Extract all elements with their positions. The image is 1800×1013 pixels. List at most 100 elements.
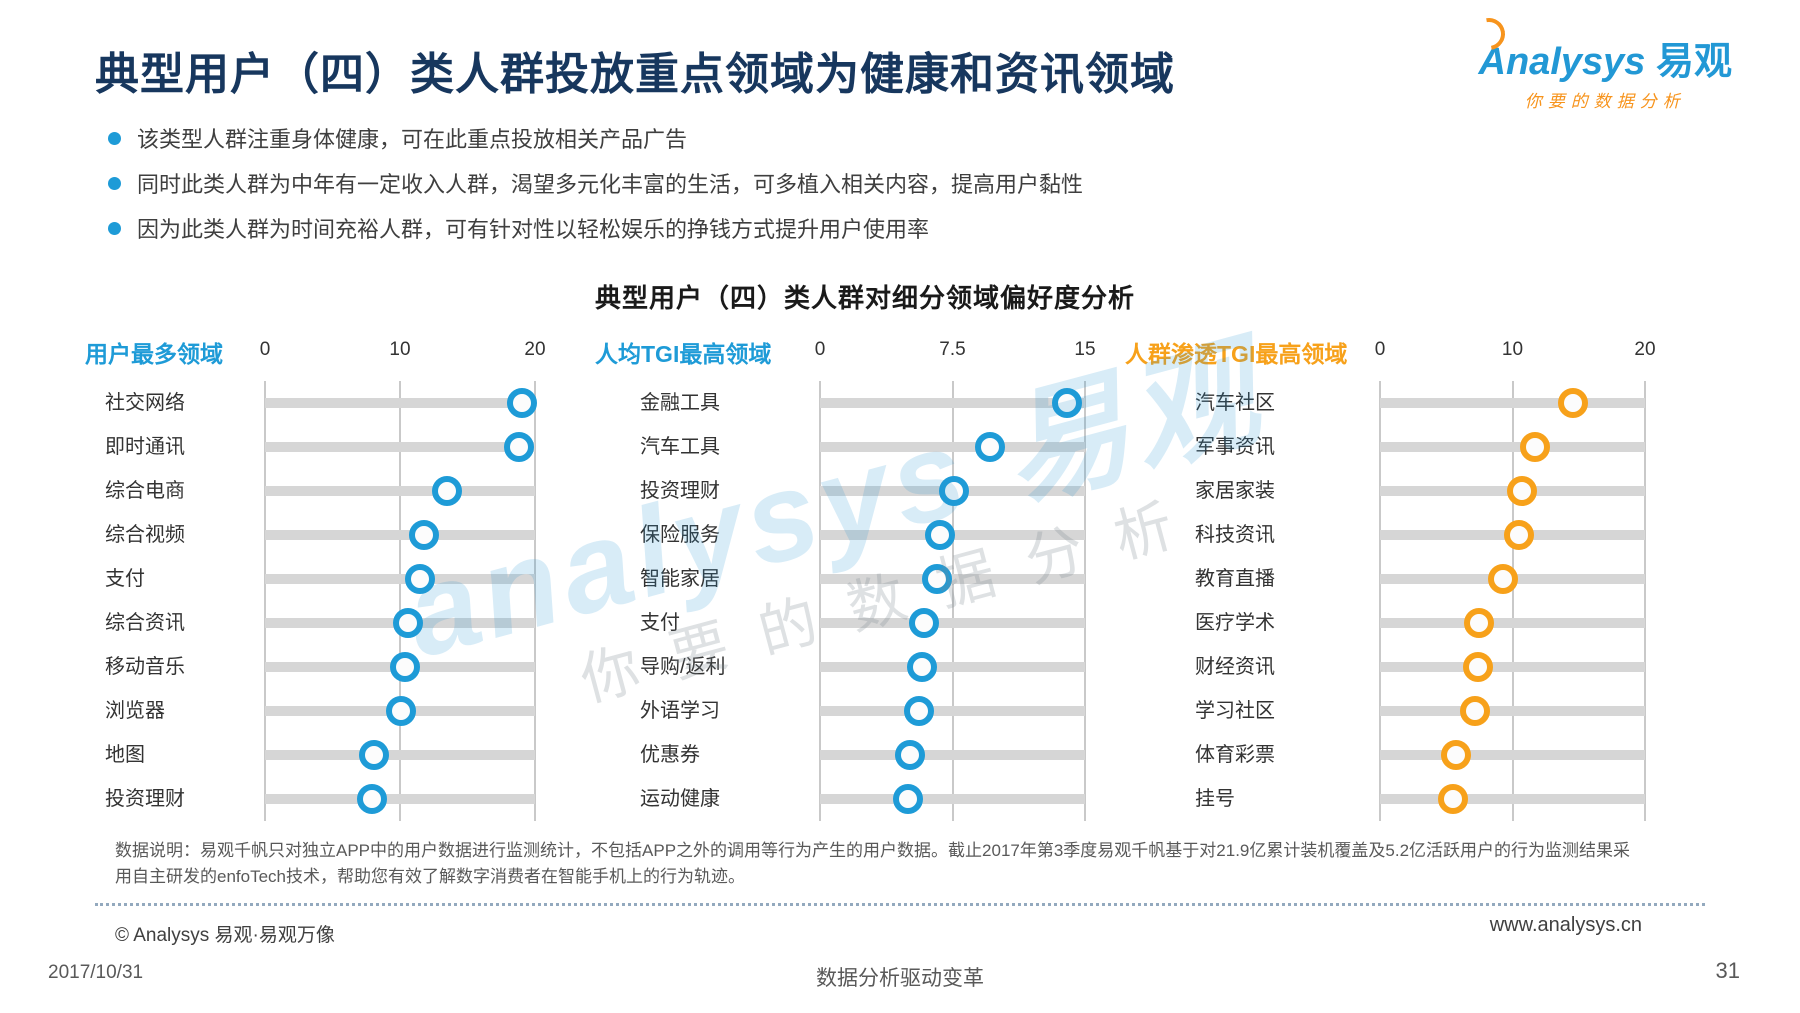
row-track (265, 398, 535, 408)
panel-body: 社交网络 即时通讯 综合电商 综合视频 支付 综合资讯 移动音乐 浏览器 地图 投资理财 (85, 381, 537, 821)
row-track (1380, 398, 1645, 408)
category-label: 财经资讯 (1195, 656, 1275, 678)
gridline (534, 381, 536, 821)
chart-row (265, 601, 535, 645)
category-labels: 社交网络 即时通讯 综合电商 综合视频 支付 综合资讯 移动音乐 浏览器 地图 投资理财 (85, 381, 265, 821)
logo-brand-en: Analysys (1478, 41, 1646, 83)
row-track (820, 398, 1085, 408)
row-track (820, 662, 1085, 672)
axis-tick-label: 10 (1501, 339, 1524, 360)
row-track (1380, 442, 1645, 452)
category-label: 运动健康 (640, 788, 720, 810)
data-point-marker (903, 696, 934, 726)
data-point-marker (1506, 476, 1537, 506)
plot-area (1379, 381, 1646, 821)
category-label: 汽车社区 (1195, 392, 1275, 414)
data-point-marker (386, 696, 417, 726)
chart-row (1380, 689, 1645, 733)
row-track (1380, 618, 1645, 628)
category-label: 支付 (105, 568, 145, 590)
chart-row (265, 469, 535, 513)
category-label: 综合资讯 (105, 612, 185, 634)
bullet-dot-icon (108, 131, 121, 145)
chart-row (820, 381, 1085, 425)
data-point-marker (895, 740, 926, 770)
data-point-marker (1464, 608, 1495, 638)
copyright: © Analysys 易观·易观万像 (115, 925, 335, 946)
row-track (265, 574, 535, 584)
data-point-marker (1488, 564, 1519, 594)
chart-row (820, 557, 1085, 601)
data-point-marker (405, 564, 436, 594)
chart-row (1380, 425, 1645, 469)
chart-panel: 人均TGI最高领域 0 7.5 15 金融工具 汽车工具 投资理财 保险服务 智能家居 支付 导购/… (595, 335, 1096, 821)
bullet-text: 同时此类人群为中年有一定收入人群，渴望多元化丰富的生活，可多植入相关内容，提高用… (137, 172, 1084, 197)
data-point-marker (356, 784, 387, 814)
category-label: 金融工具 (640, 392, 720, 414)
panel-title: 人均TGI最高领域 (595, 341, 772, 367)
category-label: 汽车工具 (640, 436, 720, 458)
row-track (820, 794, 1085, 804)
bullet-item: 因为此类人群为时间充裕人群，可有针对性以轻松娱乐的挣钱方式提升用户使用率 (108, 212, 1083, 244)
category-label: 优惠券 (640, 744, 700, 766)
chart-row (1380, 645, 1645, 689)
axis-tick-label: 20 (1634, 339, 1656, 360)
category-label: 综合电商 (105, 480, 185, 502)
chart-panel: 用户最多领域 0 10 20 社交网络 即时通讯 综合电商 综合视频 支付 综合资讯 移动音乐 浏览器… (85, 335, 546, 821)
data-point-marker (1504, 520, 1535, 550)
analysys-logo: Analysys 易观 你要的数据分析 (1466, 11, 1732, 112)
chart-row (820, 469, 1085, 513)
row-track (820, 618, 1085, 628)
chart-row (265, 645, 535, 689)
panel-header: 用户最多领域 0 10 20 (85, 335, 546, 381)
data-point-marker (409, 520, 440, 550)
axis-tick-label: 10 (389, 339, 411, 360)
chart-row (1380, 601, 1645, 645)
panel-body: 金融工具 汽车工具 投资理财 保险服务 智能家居 支付 导购/返利 外语学习 优惠券 运动健康 (595, 381, 1086, 821)
category-label: 医疗学术 (1195, 612, 1275, 634)
chart-row (265, 777, 535, 821)
chart-row (265, 689, 535, 733)
data-point-marker (1520, 432, 1551, 462)
category-label: 支付 (640, 612, 680, 634)
chart-row (265, 513, 535, 557)
category-label: 家居家装 (1195, 480, 1275, 502)
data-note: 数据说明：易观千帆只对独立APP中的用户数据进行监测统计，不包括APP之外的调用… (115, 841, 1631, 887)
category-label: 浏览器 (105, 700, 165, 722)
chart-row (265, 381, 537, 425)
axis-ticks: 0 10 20 (260, 335, 546, 381)
date: 2017/10/31 (48, 962, 144, 983)
page-number: 31 (1715, 958, 1740, 983)
chart-row (820, 733, 1085, 777)
chart-row (1380, 777, 1645, 821)
plot-area (819, 381, 1086, 821)
axis-tick-label: 7.5 (939, 339, 966, 360)
axis-tick-label: 15 (1074, 339, 1096, 360)
category-label: 导购/返利 (640, 656, 726, 678)
category-label: 投资理财 (640, 480, 720, 502)
data-point-marker (1463, 652, 1494, 682)
category-label: 学习社区 (1195, 700, 1275, 722)
data-point-marker (921, 564, 952, 594)
panel-title: 用户最多领域 (85, 341, 223, 367)
panel-header: 人群渗透TGI最高领域 0 10 20 (1125, 335, 1656, 381)
chart-row (820, 689, 1085, 733)
data-point-marker (1440, 740, 1471, 770)
axis-tick-label: 20 (524, 339, 546, 360)
chart-row (1380, 469, 1645, 513)
row-track (820, 574, 1085, 584)
data-point-marker (939, 476, 970, 506)
logo-brand-cn: 易观 (1655, 41, 1732, 83)
category-label: 移动音乐 (105, 656, 185, 678)
chart-row (820, 601, 1085, 645)
data-point-marker (909, 608, 940, 638)
data-point-marker (393, 608, 424, 638)
row-track (820, 442, 1085, 452)
row-track (265, 442, 535, 452)
slogan: 数据分析驱动变革 (816, 967, 984, 990)
axis-ticks: 0 10 20 (1375, 335, 1656, 381)
chart-row (820, 513, 1085, 557)
chart-row (820, 645, 1085, 689)
gridline (1511, 381, 1514, 821)
chart-row (265, 425, 535, 469)
